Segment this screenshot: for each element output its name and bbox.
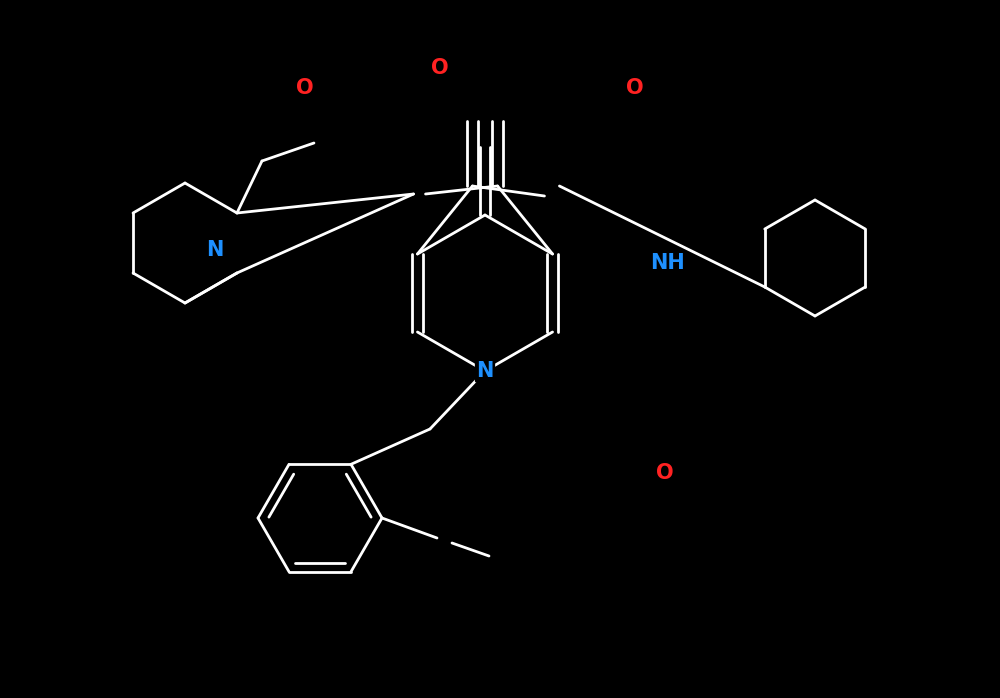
Text: O: O (296, 78, 314, 98)
Text: O: O (656, 463, 674, 483)
Text: O: O (626, 78, 644, 98)
Text: N: N (206, 240, 224, 260)
Text: N: N (476, 361, 494, 381)
Text: NH: NH (651, 253, 685, 273)
Text: O: O (431, 58, 449, 78)
